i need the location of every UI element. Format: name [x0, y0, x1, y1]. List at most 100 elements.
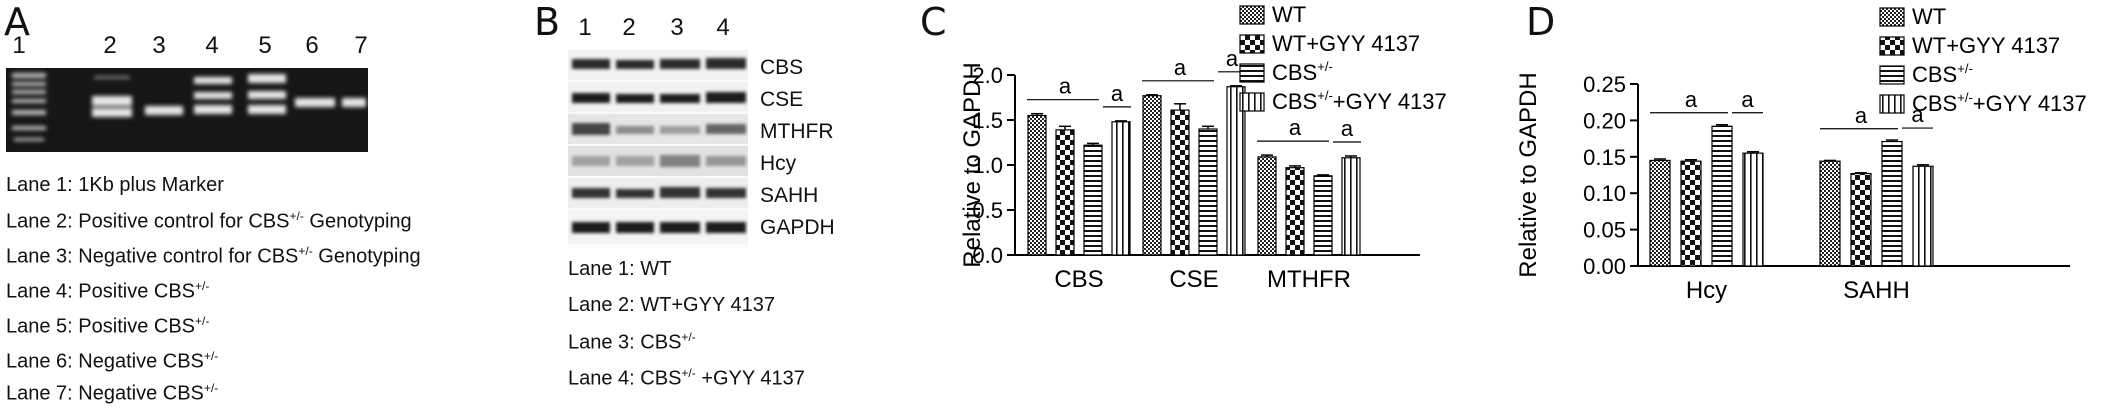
- y-tick-label: 0.20: [1583, 108, 1626, 133]
- error-bar: [1115, 120, 1127, 122]
- y-tick-label: 0.00: [1583, 254, 1626, 279]
- x-tick-label: CSE: [1169, 266, 1218, 293]
- bar: [1083, 144, 1103, 256]
- band-label: Hcy: [760, 152, 797, 175]
- lane-legend-item: Lane 2: WT+GYY 4137: [568, 294, 775, 316]
- y-tick-label: 0.5: [972, 198, 1003, 223]
- error-bar: [1824, 159, 1836, 162]
- y-tick-label: 0.0: [972, 243, 1003, 268]
- error-bar: [1202, 125, 1214, 129]
- bar: [1285, 167, 1305, 256]
- error-bar: [1087, 142, 1099, 146]
- bar: [1341, 157, 1361, 256]
- error-bar: [1747, 150, 1759, 154]
- svg-text:WT+GYY 4137: WT+GYY 4137: [1272, 31, 1420, 56]
- x-tick-label: CBS: [1054, 266, 1103, 293]
- y-tick-label: 0.05: [1583, 218, 1626, 243]
- svg-text:a: a: [1174, 55, 1187, 80]
- error-bar: [1174, 103, 1186, 111]
- svg-text:a: a: [1741, 87, 1754, 112]
- lane-number: 4: [205, 32, 219, 59]
- bar: [1711, 125, 1733, 267]
- bar: [1111, 121, 1131, 256]
- band-label: CBS: [760, 56, 804, 79]
- y-tick-label: 1.5: [972, 108, 1003, 133]
- svg-text:a: a: [1059, 74, 1072, 99]
- bar: [1226, 86, 1246, 256]
- lane-legend-item: Lane 2: Positive control for CBS+/- Geno…: [6, 209, 412, 233]
- agarose-gel-image: [6, 68, 368, 152]
- bar: [1680, 160, 1702, 267]
- bar: [1742, 152, 1764, 267]
- svg-text:CBS+/-+GYY 4137: CBS+/-+GYY 4137: [1912, 90, 2087, 116]
- legend-item: CBS+/-+GYY 4137: [1239, 88, 1447, 114]
- bar: [1170, 109, 1190, 256]
- lane-number: 3: [152, 32, 166, 59]
- svg-text:a: a: [1289, 115, 1302, 140]
- error-bar: [1716, 124, 1728, 127]
- error-bar: [1059, 125, 1071, 130]
- x-tick-label: Hcy: [1686, 277, 1727, 304]
- svg-text:a: a: [1855, 103, 1868, 128]
- legend-item: WT+GYY 4137: [1239, 31, 1420, 56]
- svg-text:CBS+/-+GYY 4137: CBS+/-+GYY 4137: [1272, 88, 1447, 114]
- y-tick-label: 0.15: [1583, 145, 1626, 170]
- bar: [1881, 140, 1903, 267]
- svg-text:a: a: [1111, 81, 1124, 106]
- legend-item: CBS+/-: [1239, 59, 1333, 85]
- y-tick-label: 0.10: [1583, 181, 1626, 206]
- svg-text:a: a: [1685, 87, 1698, 112]
- western-blot-image: [568, 50, 748, 248]
- legend-item: WT+GYY 4137: [1879, 33, 2060, 58]
- bar: [1257, 156, 1277, 256]
- bar: [1055, 129, 1075, 256]
- lane-number: 2: [103, 32, 117, 59]
- band-label: CSE: [760, 88, 804, 111]
- band-label: MTHFR: [760, 120, 834, 143]
- error-bar: [1345, 155, 1357, 158]
- error-bar: [1031, 112, 1043, 116]
- panel-b-lane-legend: Lane 1: WT Lane 2: WT+GYY 4137 Lane 3: C…: [568, 258, 898, 406]
- lane-number: 5: [258, 32, 272, 59]
- svg-text:WT+GYY 4137: WT+GYY 4137: [1912, 33, 2060, 58]
- lane-legend-item: Lane 4: CBS+/- +GYY 4137: [568, 366, 805, 390]
- svg-text:CBS+/-: CBS+/-: [1272, 59, 1333, 85]
- legend-item: CBS+/-: [1879, 61, 1973, 87]
- bar: [1912, 165, 1934, 267]
- panel-a-lane-legend: Lane 1: 1Kb plus Marker Lane 2: Positive…: [6, 170, 426, 406]
- bar: [1142, 95, 1162, 256]
- panel-d-bar-chart: Relative to GAPDH 0.00 0.05 0.10 0.15 0.20 0.2…: [1515, 4, 2087, 304]
- lane-number: 6: [305, 32, 319, 59]
- error-bar: [1917, 164, 1929, 167]
- lane-legend-item: Lane 3: Negative control for CBS+/- Geno…: [6, 244, 421, 268]
- panel-c-label: C: [920, 0, 947, 44]
- lane-legend-item: Lane 5: Positive CBS+/-: [6, 314, 210, 338]
- y-axis-label: Relative to GAPDH: [959, 62, 986, 267]
- y-tick-label: 0.25: [1583, 72, 1626, 97]
- svg-text:WT: WT: [1272, 2, 1306, 27]
- lane-legend-item: Lane 3: CBS+/-: [568, 330, 696, 354]
- panel-a-lane-numbers: 1 2 3 4 5 6 7: [0, 32, 367, 66]
- bar: [1313, 175, 1333, 256]
- lane-number: 4: [716, 14, 730, 41]
- error-bar: [1685, 158, 1697, 162]
- band-label: GAPDH: [760, 216, 835, 239]
- panel-d-label: D: [1526, 0, 1556, 44]
- panel-b-band-labels: CBS CSE MTHFR Hcy SAHH GAPDH: [760, 52, 870, 252]
- legend-item: CBS+/-+GYY 4137: [1879, 90, 2087, 116]
- x-tick-label: MTHFR: [1267, 266, 1351, 293]
- svg-text:CBS+/-: CBS+/-: [1912, 61, 1973, 87]
- bar: [1819, 160, 1841, 267]
- band-label: SAHH: [760, 184, 819, 207]
- lane-number: 3: [670, 14, 684, 41]
- bar: [1649, 159, 1671, 267]
- lane-legend-item: Lane 4: Positive CBS+/-: [6, 279, 210, 303]
- error-bar: [1289, 165, 1301, 168]
- panel-a-label: A: [4, 0, 30, 44]
- legend-item: WT: [1239, 2, 1306, 27]
- error-bar: [1317, 174, 1329, 176]
